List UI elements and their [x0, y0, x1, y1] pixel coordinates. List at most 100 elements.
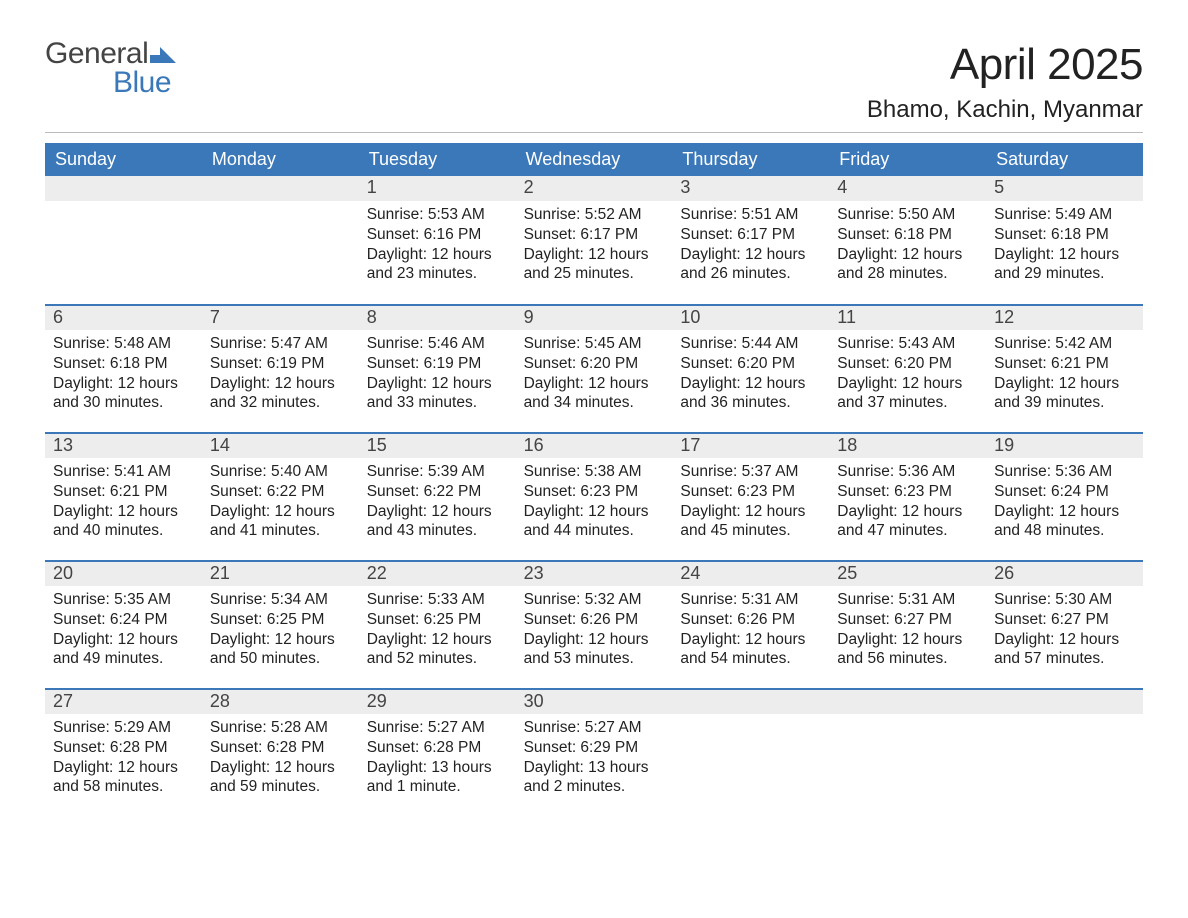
- sunset-line: Sunset: 6:23 PM: [524, 482, 665, 502]
- sunset-line: Sunset: 6:27 PM: [994, 610, 1135, 630]
- date-number: 12: [986, 306, 1143, 330]
- daylight-line: Daylight: 12 hours and 49 minutes.: [53, 630, 194, 670]
- calendar-cell: Sunrise: 5:51 AMSunset: 6:17 PMDaylight:…: [672, 201, 829, 304]
- date-number: 1: [359, 176, 516, 201]
- weekday-header: Thursday: [672, 143, 829, 176]
- sunrise-line: Sunrise: 5:38 AM: [524, 462, 665, 482]
- calendar-cell: [829, 714, 986, 816]
- sunrise-line: Sunrise: 5:49 AM: [994, 205, 1135, 225]
- sunrise-line: Sunrise: 5:31 AM: [837, 590, 978, 610]
- weekday-header: Friday: [829, 143, 986, 176]
- calendar-cell: Sunrise: 5:47 AMSunset: 6:19 PMDaylight:…: [202, 330, 359, 432]
- sunrise-line: Sunrise: 5:51 AM: [680, 205, 821, 225]
- date-number: 16: [516, 434, 673, 458]
- calendar-cell: Sunrise: 5:41 AMSunset: 6:21 PMDaylight:…: [45, 458, 202, 560]
- sunset-line: Sunset: 6:23 PM: [680, 482, 821, 502]
- brand-mark-icon: [150, 40, 178, 69]
- daylight-line: Daylight: 12 hours and 34 minutes.: [524, 374, 665, 414]
- sunrise-line: Sunrise: 5:39 AM: [367, 462, 508, 482]
- divider: [45, 132, 1143, 133]
- sunrise-line: Sunrise: 5:53 AM: [367, 205, 508, 225]
- page-title: April 2025: [867, 40, 1143, 90]
- date-number: 22: [359, 562, 516, 586]
- calendar-cell: Sunrise: 5:38 AMSunset: 6:23 PMDaylight:…: [516, 458, 673, 560]
- calendar-cell: Sunrise: 5:37 AMSunset: 6:23 PMDaylight:…: [672, 458, 829, 560]
- calendar-week: 20212223242526Sunrise: 5:35 AMSunset: 6:…: [45, 560, 1143, 688]
- sunset-line: Sunset: 6:26 PM: [680, 610, 821, 630]
- daylight-line: Daylight: 12 hours and 44 minutes.: [524, 502, 665, 542]
- date-number: 24: [672, 562, 829, 586]
- date-number: [45, 176, 202, 201]
- date-number: 19: [986, 434, 1143, 458]
- calendar-cell: Sunrise: 5:43 AMSunset: 6:20 PMDaylight:…: [829, 330, 986, 432]
- daylight-line: Daylight: 12 hours and 50 minutes.: [210, 630, 351, 670]
- calendar-cell: [45, 201, 202, 304]
- daylight-line: Daylight: 12 hours and 59 minutes.: [210, 758, 351, 798]
- sunrise-line: Sunrise: 5:36 AM: [837, 462, 978, 482]
- daylight-line: Daylight: 12 hours and 23 minutes.: [367, 245, 508, 285]
- sunset-line: Sunset: 6:25 PM: [210, 610, 351, 630]
- sunrise-line: Sunrise: 5:43 AM: [837, 334, 978, 354]
- sunrise-line: Sunrise: 5:37 AM: [680, 462, 821, 482]
- calendar-cell: Sunrise: 5:27 AMSunset: 6:29 PMDaylight:…: [516, 714, 673, 816]
- date-number: 29: [359, 690, 516, 714]
- date-number: 3: [672, 176, 829, 201]
- daylight-line: Daylight: 12 hours and 43 minutes.: [367, 502, 508, 542]
- daylight-line: Daylight: 12 hours and 52 minutes.: [367, 630, 508, 670]
- date-number: 23: [516, 562, 673, 586]
- sunset-line: Sunset: 6:16 PM: [367, 225, 508, 245]
- date-number: [202, 176, 359, 201]
- calendar-week: 6789101112Sunrise: 5:48 AMSunset: 6:18 P…: [45, 304, 1143, 432]
- calendar-cell: Sunrise: 5:50 AMSunset: 6:18 PMDaylight:…: [829, 201, 986, 304]
- date-number: 15: [359, 434, 516, 458]
- calendar-cell: [202, 201, 359, 304]
- calendar-cell: Sunrise: 5:36 AMSunset: 6:24 PMDaylight:…: [986, 458, 1143, 560]
- daylight-line: Daylight: 12 hours and 29 minutes.: [994, 245, 1135, 285]
- calendar-cell: Sunrise: 5:44 AMSunset: 6:20 PMDaylight:…: [672, 330, 829, 432]
- daylight-line: Daylight: 13 hours and 1 minute.: [367, 758, 508, 798]
- sunrise-line: Sunrise: 5:31 AM: [680, 590, 821, 610]
- weekday-header-row: SundayMondayTuesdayWednesdayThursdayFrid…: [45, 143, 1143, 176]
- sunset-line: Sunset: 6:27 PM: [837, 610, 978, 630]
- sunset-line: Sunset: 6:19 PM: [367, 354, 508, 374]
- calendar-cell: Sunrise: 5:52 AMSunset: 6:17 PMDaylight:…: [516, 201, 673, 304]
- sunset-line: Sunset: 6:18 PM: [837, 225, 978, 245]
- calendar-cell: Sunrise: 5:34 AMSunset: 6:25 PMDaylight:…: [202, 586, 359, 688]
- date-number-row: 6789101112: [45, 306, 1143, 330]
- sunrise-line: Sunrise: 5:35 AM: [53, 590, 194, 610]
- date-number: [829, 690, 986, 714]
- calendar-cell: Sunrise: 5:35 AMSunset: 6:24 PMDaylight:…: [45, 586, 202, 688]
- calendar-cell: Sunrise: 5:42 AMSunset: 6:21 PMDaylight:…: [986, 330, 1143, 432]
- daylight-line: Daylight: 12 hours and 58 minutes.: [53, 758, 194, 798]
- daylight-line: Daylight: 12 hours and 47 minutes.: [837, 502, 978, 542]
- date-number-row: 13141516171819: [45, 434, 1143, 458]
- weekday-header: Wednesday: [516, 143, 673, 176]
- calendar-cell: Sunrise: 5:36 AMSunset: 6:23 PMDaylight:…: [829, 458, 986, 560]
- sunset-line: Sunset: 6:18 PM: [994, 225, 1135, 245]
- sunrise-line: Sunrise: 5:27 AM: [524, 718, 665, 738]
- sunrise-line: Sunrise: 5:30 AM: [994, 590, 1135, 610]
- date-number: 30: [516, 690, 673, 714]
- brand-line1: General: [45, 40, 148, 69]
- daylight-line: Daylight: 12 hours and 56 minutes.: [837, 630, 978, 670]
- sunrise-line: Sunrise: 5:33 AM: [367, 590, 508, 610]
- date-number: 8: [359, 306, 516, 330]
- sunset-line: Sunset: 6:28 PM: [210, 738, 351, 758]
- calendar-cell: Sunrise: 5:32 AMSunset: 6:26 PMDaylight:…: [516, 586, 673, 688]
- sunset-line: Sunset: 6:19 PM: [210, 354, 351, 374]
- date-number: [986, 690, 1143, 714]
- date-number: 25: [829, 562, 986, 586]
- sunset-line: Sunset: 6:24 PM: [53, 610, 194, 630]
- page-subtitle: Bhamo, Kachin, Myanmar: [867, 96, 1143, 124]
- sunset-line: Sunset: 6:20 PM: [837, 354, 978, 374]
- weekday-header: Saturday: [986, 143, 1143, 176]
- sunset-line: Sunset: 6:28 PM: [53, 738, 194, 758]
- sunset-line: Sunset: 6:22 PM: [367, 482, 508, 502]
- calendar-cell: Sunrise: 5:29 AMSunset: 6:28 PMDaylight:…: [45, 714, 202, 816]
- sunset-line: Sunset: 6:24 PM: [994, 482, 1135, 502]
- sunset-line: Sunset: 6:26 PM: [524, 610, 665, 630]
- calendar-cell: Sunrise: 5:30 AMSunset: 6:27 PMDaylight:…: [986, 586, 1143, 688]
- calendar-cell: Sunrise: 5:31 AMSunset: 6:27 PMDaylight:…: [829, 586, 986, 688]
- date-number: 2: [516, 176, 673, 201]
- daylight-line: Daylight: 12 hours and 53 minutes.: [524, 630, 665, 670]
